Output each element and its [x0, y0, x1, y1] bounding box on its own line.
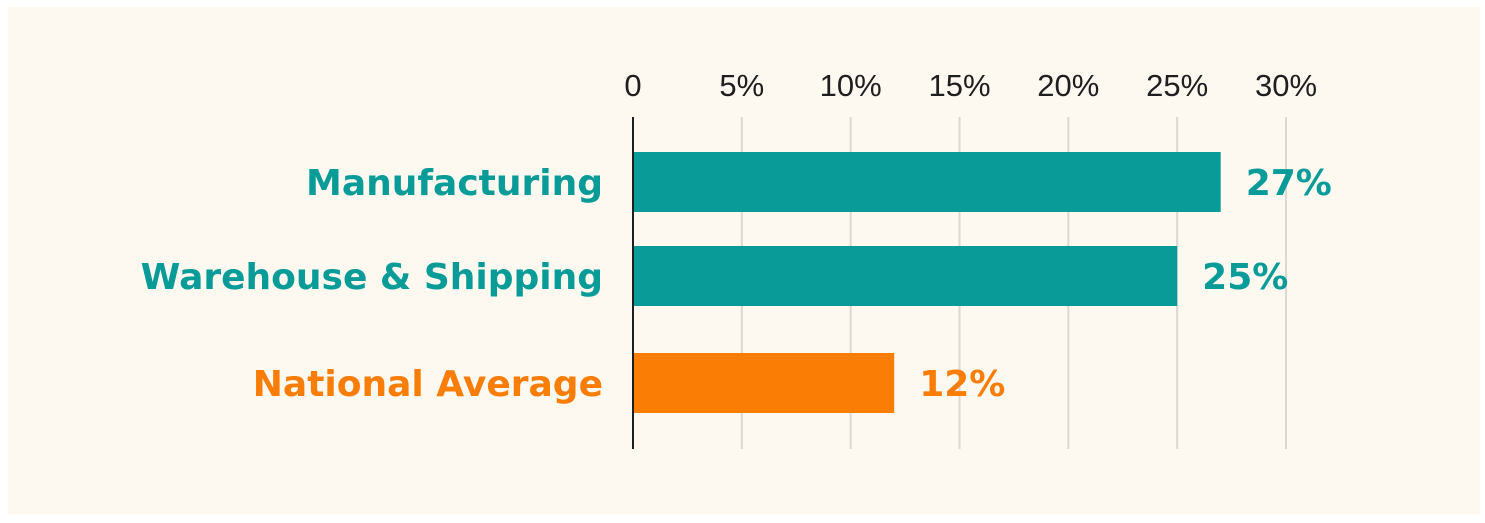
category-label: National Average — [253, 364, 603, 405]
x-tick-label: 0 — [624, 68, 641, 103]
category-label: Warehouse & Shipping — [141, 257, 603, 298]
x-tick-label: 20% — [1037, 68, 1099, 103]
category-labels: Manufacturing Warehouse & Shipping Nationa… — [141, 163, 603, 405]
x-tick-label: 25% — [1146, 68, 1208, 103]
category-label: Manufacturing — [306, 163, 603, 204]
bar-value-label: 25% — [1202, 257, 1288, 298]
x-tick-label: 30% — [1255, 68, 1317, 103]
bar-value-label: 12% — [919, 364, 1005, 405]
x-tick-label: 5% — [719, 68, 764, 103]
x-tick-labels: 0 5% 10% 15% 20% 25% 30% — [624, 68, 1317, 103]
bar — [633, 353, 895, 413]
bar-value-label: 27% — [1246, 163, 1332, 204]
x-tick-label: 15% — [928, 68, 990, 103]
bar — [633, 152, 1221, 212]
value-labels: 27% 25% 12% — [919, 163, 1332, 405]
bar — [633, 246, 1178, 306]
x-tick-label: 10% — [820, 68, 882, 103]
bars — [633, 152, 1221, 413]
